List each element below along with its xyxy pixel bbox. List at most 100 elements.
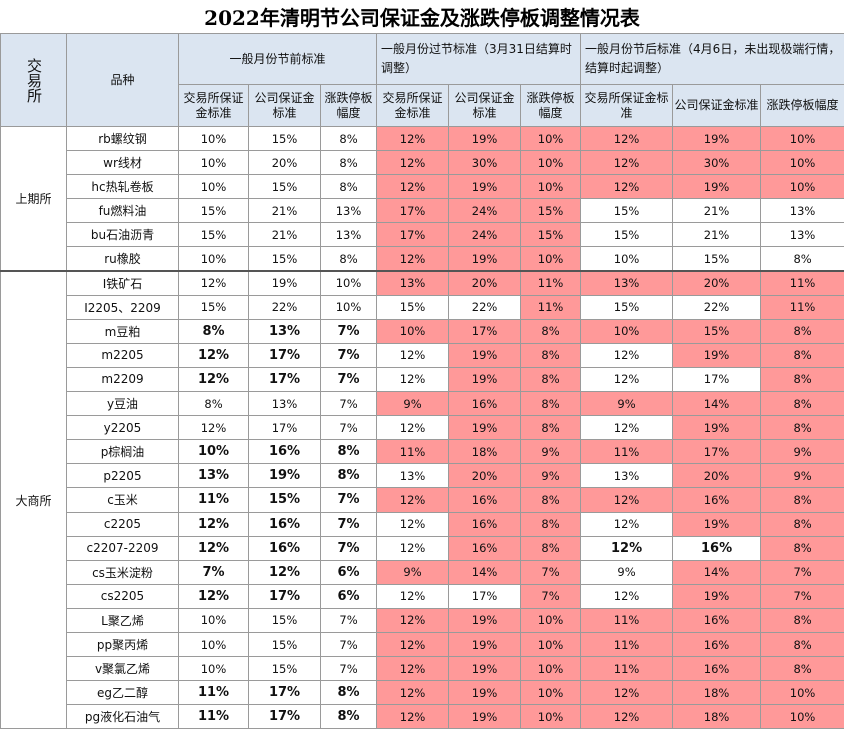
pre-exchange-margin-cell: 11% (179, 705, 249, 729)
pre-company-margin-cell: 15% (249, 488, 321, 512)
product-cell: c玉米 (67, 488, 179, 512)
pre-company-margin-cell: 17% (249, 705, 321, 729)
pre-company-margin-cell: 17% (249, 681, 321, 705)
hol-limit-cell: 10% (521, 681, 581, 705)
hol-exchange-margin-cell: 12% (377, 584, 449, 608)
product-cell: cs玉米淀粉 (67, 560, 179, 584)
hol-company-margin-cell: 19% (449, 343, 521, 367)
hol-company-margin-cell: 16% (449, 536, 521, 560)
hol-exchange-margin-cell: 12% (377, 343, 449, 367)
hol-limit-cell: 8% (521, 536, 581, 560)
hol-limit-cell: 10% (521, 608, 581, 632)
hol-company-margin-cell: 20% (449, 271, 521, 295)
post-exchange-margin-cell: 12% (581, 175, 673, 199)
post-limit-cell: 10% (761, 175, 844, 199)
post-exchange-margin-cell: 12% (581, 705, 673, 729)
hol-limit-cell: 7% (521, 560, 581, 584)
post-limit-cell: 9% (761, 464, 844, 488)
product-cell: v聚氯乙烯 (67, 657, 179, 681)
post-company-margin-cell: 17% (673, 440, 761, 464)
hol-exchange-margin-cell: 12% (377, 681, 449, 705)
hol-company-margin-cell: 19% (449, 705, 521, 729)
pre-exchange-margin-cell: 10% (179, 175, 249, 199)
hol-limit-cell: 8% (521, 319, 581, 343)
hol-company-margin-cell: 19% (449, 127, 521, 151)
hol-company-margin-cell: 19% (449, 247, 521, 271)
hol-exchange-margin-cell: 9% (377, 392, 449, 416)
pre-exchange-margin-cell: 12% (179, 512, 249, 536)
hol-exchange-margin-cell: 10% (377, 319, 449, 343)
exchange-cell: 大商所 (1, 271, 67, 729)
product-cell: m豆粕 (67, 319, 179, 343)
hol-limit-cell: 9% (521, 464, 581, 488)
post-company-margin-cell: 19% (673, 127, 761, 151)
header-exchange: 交易所 (1, 34, 67, 127)
pre-company-margin-cell: 15% (249, 175, 321, 199)
hol-limit-cell: 8% (521, 416, 581, 440)
hol-limit-cell: 7% (521, 584, 581, 608)
pre-company-margin-cell: 21% (249, 223, 321, 247)
post-limit-cell: 7% (761, 560, 844, 584)
post-company-margin-cell: 19% (673, 416, 761, 440)
pre-exchange-margin-cell: 12% (179, 584, 249, 608)
pre-limit-cell: 8% (321, 247, 377, 271)
post-exchange-margin-cell: 10% (581, 319, 673, 343)
product-cell: pg液化石油气 (67, 705, 179, 729)
product-cell: ru橡胶 (67, 247, 179, 271)
hol-exchange-margin-cell: 12% (377, 657, 449, 681)
pre-limit-cell: 8% (321, 151, 377, 175)
pre-company-margin-cell: 16% (249, 536, 321, 560)
post-limit-cell: 8% (761, 536, 844, 560)
post-exchange-margin-cell: 9% (581, 560, 673, 584)
pre-exchange-margin-cell: 12% (179, 416, 249, 440)
post-exchange-margin-cell: 11% (581, 657, 673, 681)
pre-company-margin-cell: 17% (249, 367, 321, 391)
post-limit-cell: 8% (761, 632, 844, 656)
post-limit-cell: 8% (761, 392, 844, 416)
post-company-margin-cell: 17% (673, 367, 761, 391)
product-cell: p棕榈油 (67, 440, 179, 464)
hol-company-margin-cell: 17% (449, 584, 521, 608)
pre-company-margin-cell: 15% (249, 608, 321, 632)
post-limit-cell: 8% (761, 319, 844, 343)
hol-limit-cell: 10% (521, 247, 581, 271)
post-exchange-margin-cell: 12% (581, 416, 673, 440)
product-cell: L聚乙烯 (67, 608, 179, 632)
product-cell: I2205、2209 (67, 295, 179, 319)
product-cell: c2207-2209 (67, 536, 179, 560)
pre-company-margin-cell: 15% (249, 632, 321, 656)
post-company-margin-cell: 16% (673, 657, 761, 681)
post-exchange-margin-cell: 11% (581, 632, 673, 656)
post-exchange-margin-cell: 12% (581, 343, 673, 367)
post-company-margin-cell: 16% (673, 488, 761, 512)
pre-company-margin-cell: 19% (249, 271, 321, 295)
post-company-margin-cell: 16% (673, 536, 761, 560)
hol-exchange-margin-cell: 17% (377, 199, 449, 223)
pre-exchange-margin-cell: 15% (179, 223, 249, 247)
pre-exchange-margin-cell: 10% (179, 151, 249, 175)
exchange-cell: 上期所 (1, 127, 67, 272)
hol-limit-cell: 11% (521, 271, 581, 295)
hol-exchange-margin-cell: 13% (377, 464, 449, 488)
pre-limit-cell: 10% (321, 295, 377, 319)
pre-company-margin-cell: 13% (249, 392, 321, 416)
hol-exchange-margin-cell: 15% (377, 295, 449, 319)
pre-company-margin-cell: 15% (249, 657, 321, 681)
hol-limit-cell: 8% (521, 392, 581, 416)
hol-limit-cell: 11% (521, 295, 581, 319)
pre-limit-cell: 7% (321, 512, 377, 536)
post-limit-cell: 13% (761, 199, 844, 223)
pre-limit-cell: 8% (321, 440, 377, 464)
col-limit-post: 涨跌停板幅度 (761, 85, 844, 127)
pre-limit-cell: 7% (321, 608, 377, 632)
